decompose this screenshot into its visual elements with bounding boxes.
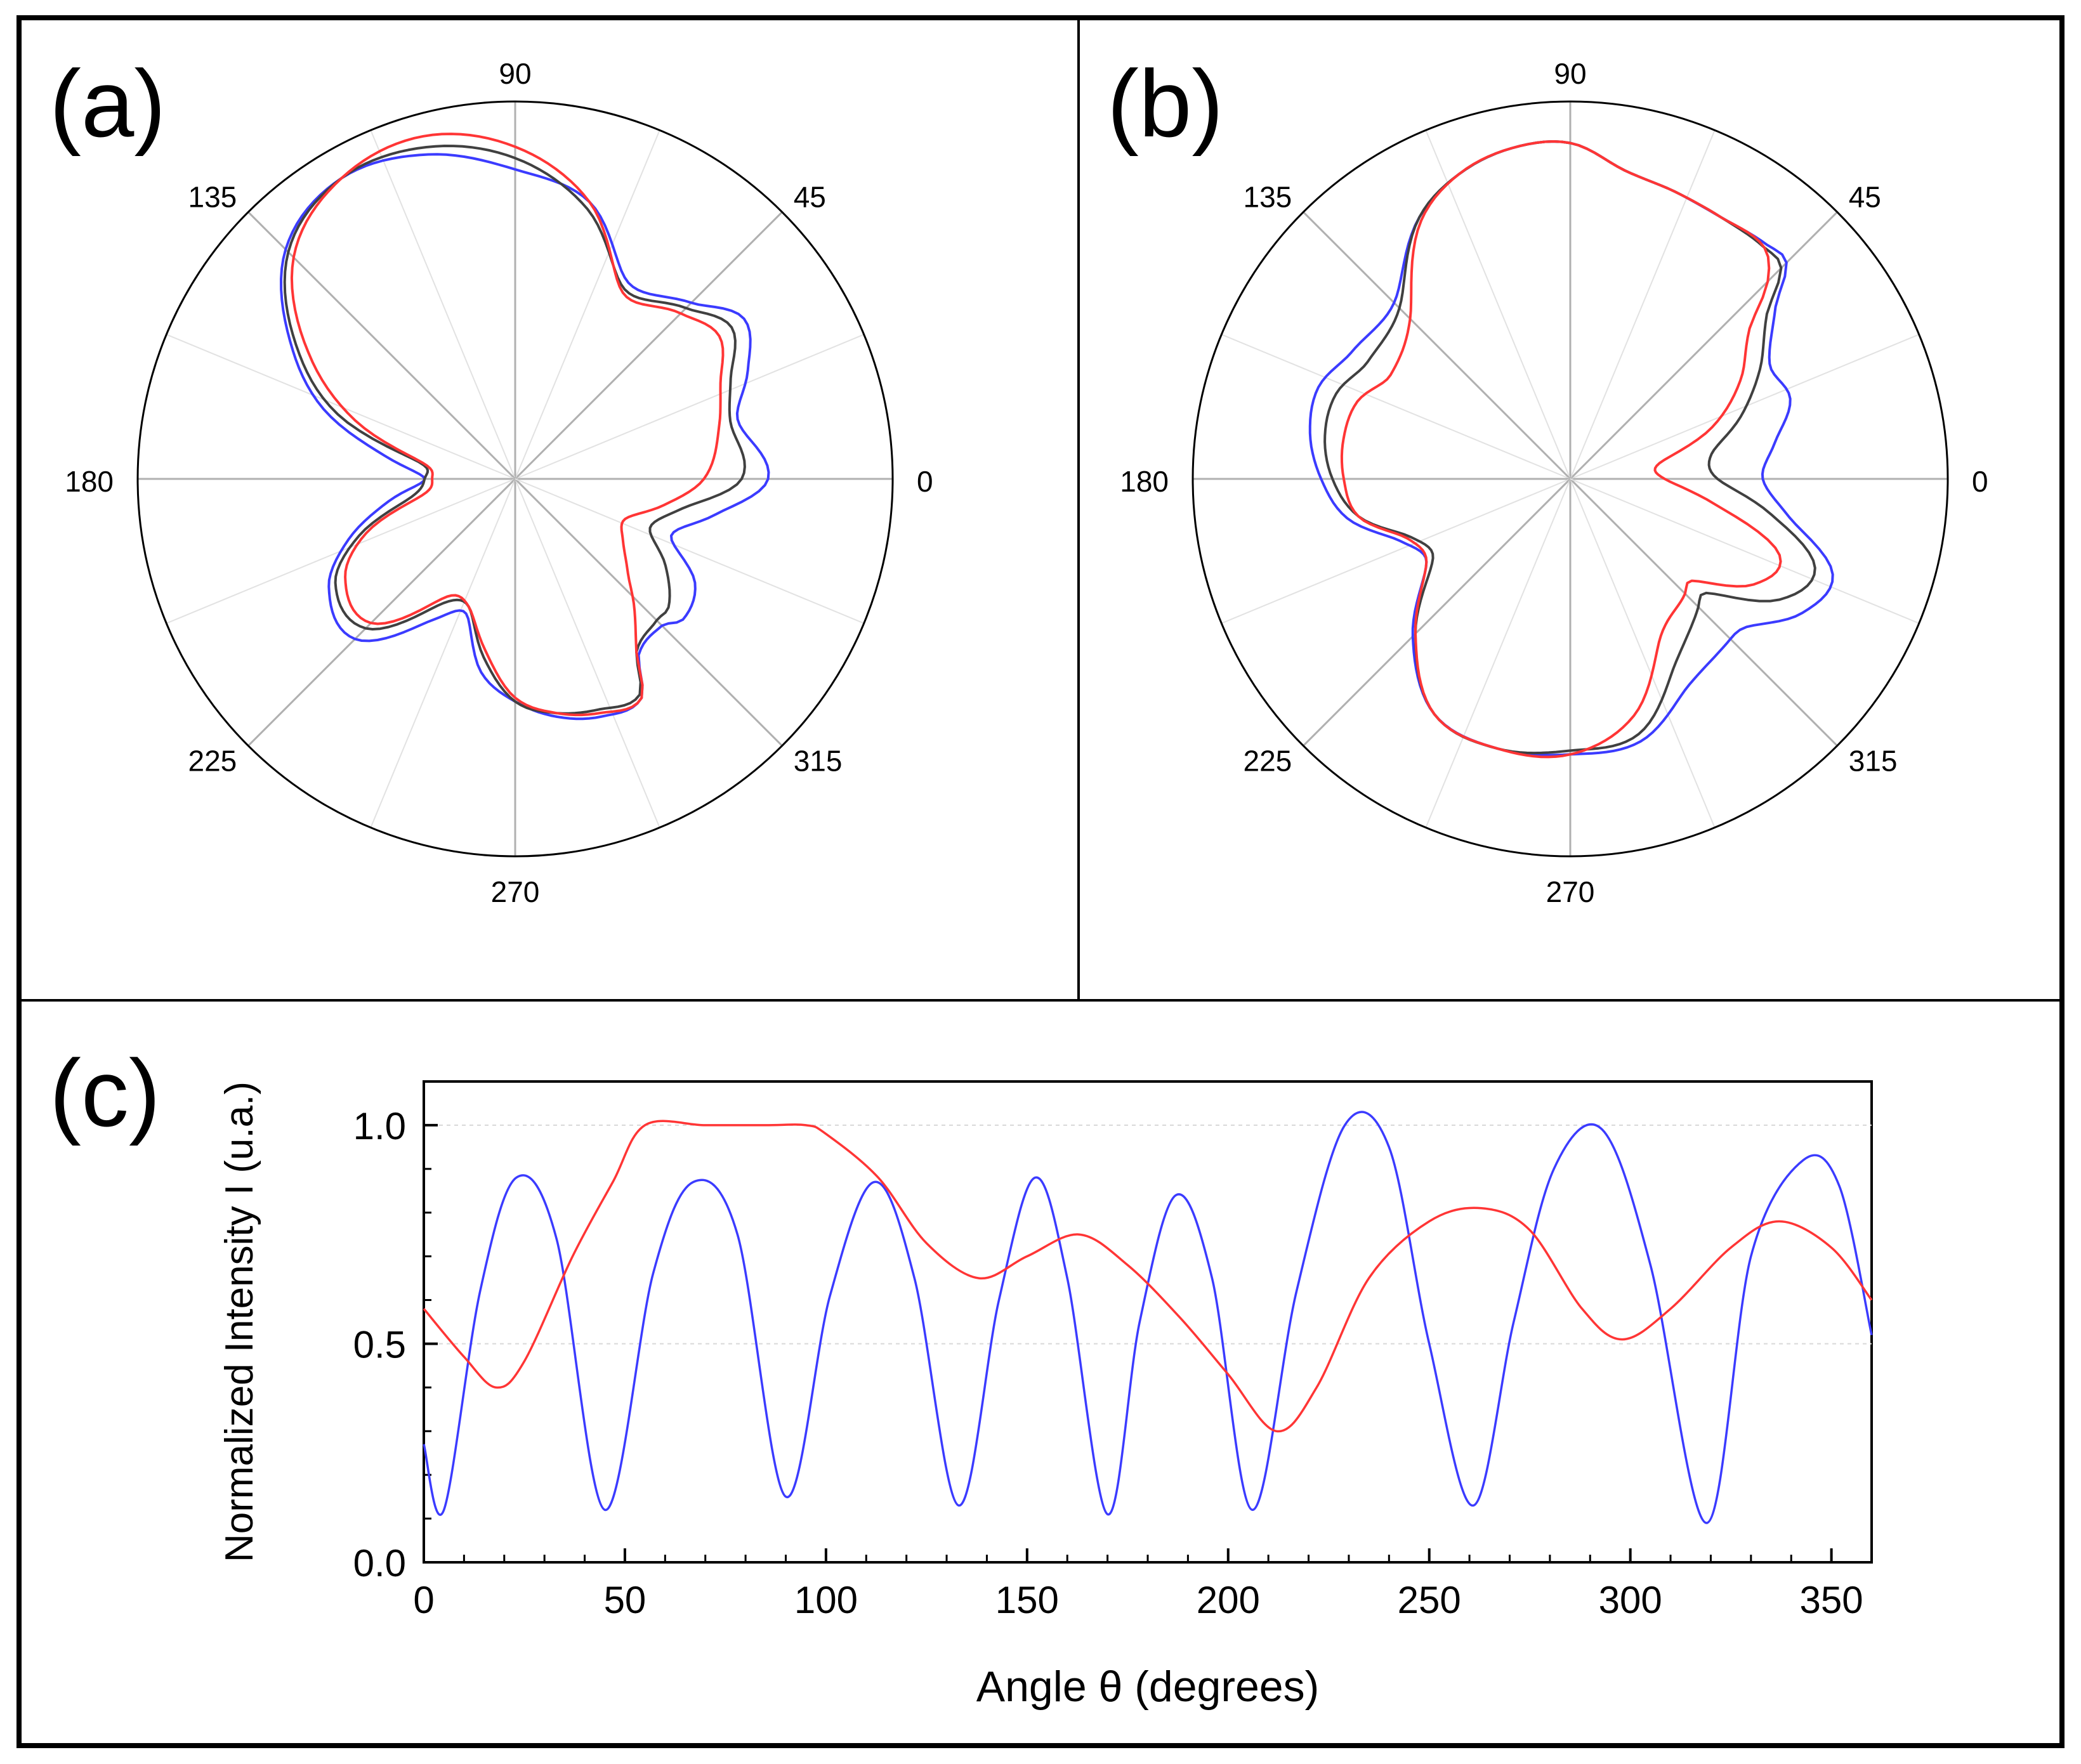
x-tick-label: 50 <box>604 1579 647 1621</box>
polar-spoke-major <box>1569 478 1838 747</box>
polar-series-black <box>283 145 746 715</box>
polar-series-red <box>290 133 725 717</box>
polar-angle-tick-315: 315 <box>794 745 843 778</box>
x-tick-label: 300 <box>1599 1579 1662 1621</box>
polar-angle-tick-0: 0 <box>917 465 933 498</box>
polar-angle-tick-45: 45 <box>1849 180 1881 213</box>
polar-spoke-minor <box>1221 334 1571 480</box>
polar-angle-tick-270: 270 <box>1546 875 1595 908</box>
polar-spoke-minor <box>515 334 865 480</box>
polar-outer-circle <box>136 100 894 858</box>
polar-angle-tick-225: 225 <box>1244 745 1292 778</box>
line-series-blue <box>423 1111 1873 1524</box>
y-tick-label: 0.5 <box>353 1323 406 1366</box>
line-chart-c: 0.0 0.5 1.0 0 50 100 150 200 250 300 350 Angle θ (… <box>218 1080 1873 1711</box>
x-tick-label: 150 <box>995 1579 1059 1621</box>
polar-series-red <box>1340 140 1782 759</box>
y-axis-label: Normalized Intensity I (u.a.) <box>218 1081 261 1562</box>
line-series-red <box>423 1120 1873 1433</box>
x-tick-label: 200 <box>1197 1579 1260 1621</box>
polar-spoke-minor <box>1425 478 1571 828</box>
y-tick-label: 0.0 <box>353 1542 406 1584</box>
polar-angle-tick-90: 90 <box>499 57 531 90</box>
polar-outer-circle <box>1191 100 1949 858</box>
polar-angle-tick-135: 135 <box>1244 180 1292 213</box>
x-axis-label: Angle θ (degrees) <box>976 1663 1320 1711</box>
polar-spoke-minor <box>1570 478 1716 828</box>
polar-spoke-minor <box>1570 478 1920 624</box>
figure-frame <box>16 15 2065 1748</box>
polar-spoke-major <box>514 211 783 480</box>
polar-grid <box>1191 100 1949 858</box>
panel-a-label: (a) <box>49 50 166 157</box>
x-tick-label: 250 <box>1398 1579 1461 1621</box>
polar-angle-tick-180: 180 <box>65 465 114 498</box>
polar-spoke-minor <box>1425 129 1571 480</box>
polar-angle-tick-45: 45 <box>794 180 826 213</box>
polar-spoke-minor <box>1570 129 1716 480</box>
polar-angle-tick-90: 90 <box>1554 57 1586 90</box>
polar-spoke-minor <box>515 129 660 480</box>
line-chart-gridlines <box>424 1124 1872 1345</box>
polar-angle-tick-225: 225 <box>188 745 237 778</box>
line-chart-series <box>423 1111 1873 1524</box>
polar-spoke-minor <box>370 129 516 480</box>
polar-spoke-major <box>1303 478 1572 747</box>
line-chart-ticks: 0.0 0.5 1.0 0 50 100 150 200 250 300 350 <box>353 1105 1863 1621</box>
polar-chart-a: 0 45 90 135 180 225 270 315 <box>65 57 933 908</box>
panel-b-label: (b) <box>1107 50 1223 157</box>
polar-angle-tick-180: 180 <box>1120 465 1169 498</box>
polar-spoke-minor <box>370 478 516 828</box>
y-tick-label: 1.0 <box>353 1105 406 1147</box>
panel-c-label: (c) <box>49 1040 161 1146</box>
x-tick-label: 350 <box>1800 1579 1863 1621</box>
polar-angle-tick-270: 270 <box>491 875 540 908</box>
polar-spoke-minor <box>1221 478 1571 624</box>
polar-angle-tick-0: 0 <box>1972 465 1988 498</box>
x-tick-label: 100 <box>794 1579 858 1621</box>
polar-grid <box>136 100 894 858</box>
polar-spoke-minor <box>515 478 660 828</box>
polar-spoke-major <box>1303 211 1572 480</box>
polar-spoke-major <box>514 478 783 747</box>
polar-spoke-major <box>1569 211 1838 480</box>
polar-spoke-minor <box>515 478 865 624</box>
polar-angle-tick-315: 315 <box>1849 745 1898 778</box>
polar-spoke-major <box>247 478 516 747</box>
polar-angle-tick-135: 135 <box>188 180 237 213</box>
polar-chart-b: 0 45 90 135 180 225 270 315 <box>1120 57 1988 908</box>
x-tick-label: 0 <box>413 1579 434 1621</box>
